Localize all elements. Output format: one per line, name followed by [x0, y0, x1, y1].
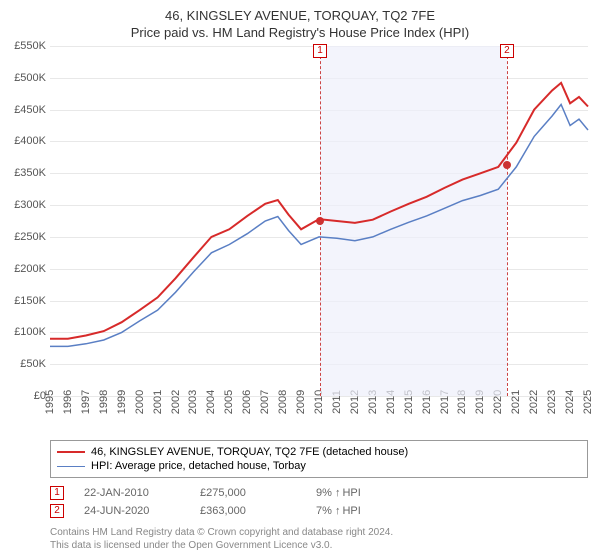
footer-line-1: Contains HM Land Registry data © Crown c… [50, 526, 588, 539]
y-axis-label: £550K [14, 40, 46, 52]
sale-date: 24-JUN-2020 [84, 505, 180, 517]
y-axis-label: £350K [14, 167, 46, 179]
y-axis-label: £500K [14, 72, 46, 84]
sale-delta: 9% HPI [316, 487, 412, 499]
y-axis-label: £250K [14, 231, 46, 243]
y-axis-label: £100K [14, 326, 46, 338]
sale-row: 2 24-JUN-2020 £363,000 7% HPI [50, 502, 588, 520]
sale-date: 22-JAN-2010 [84, 487, 180, 499]
chart-legend: 46, KINGSLEY AVENUE, TORQUAY, TQ2 7FE (d… [50, 440, 588, 478]
y-axis-label: £50K [20, 358, 46, 370]
legend-swatch [57, 466, 85, 467]
sale-row-marker: 1 [50, 486, 64, 500]
legend-item: 46, KINGSLEY AVENUE, TORQUAY, TQ2 7FE (d… [57, 445, 581, 459]
y-axis-label: £300K [14, 199, 46, 211]
chart-subtitle: Price paid vs. HM Land Registry's House … [0, 23, 600, 46]
sale-price: £363,000 [200, 505, 296, 517]
series-line-property [50, 83, 588, 339]
chart-title-address: 46, KINGSLEY AVENUE, TORQUAY, TQ2 7FE [0, 0, 600, 23]
sale-price: £275,000 [200, 487, 296, 499]
y-axis-label: £150K [14, 295, 46, 307]
y-axis-label: £400K [14, 135, 46, 147]
legend-swatch [57, 451, 85, 453]
chart-container: 46, KINGSLEY AVENUE, TORQUAY, TQ2 7FE Pr… [0, 0, 600, 560]
footer-text: Contains HM Land Registry data © Crown c… [50, 526, 588, 552]
footer-line-2: This data is licensed under the Open Gov… [50, 539, 588, 552]
legend-item: HPI: Average price, detached house, Torb… [57, 459, 581, 473]
sale-row: 1 22-JAN-2010 £275,000 9% HPI [50, 484, 588, 502]
series-line-hpi [50, 105, 588, 347]
legend-label: HPI: Average price, detached house, Torb… [91, 460, 306, 472]
sales-table: 1 22-JAN-2010 £275,000 9% HPI 2 24-JUN-2020 £3… [50, 484, 588, 520]
sale-row-marker: 2 [50, 504, 64, 518]
legend-label: 46, KINGSLEY AVENUE, TORQUAY, TQ2 7FE (d… [91, 446, 408, 458]
sale-delta: 7% HPI [316, 505, 412, 517]
y-axis-label: £200K [14, 263, 46, 275]
chart-plot-area: £0£50K£100K£150K£200K£250K£300K£350K£400… [50, 46, 588, 396]
y-axis-label: £450K [14, 104, 46, 116]
